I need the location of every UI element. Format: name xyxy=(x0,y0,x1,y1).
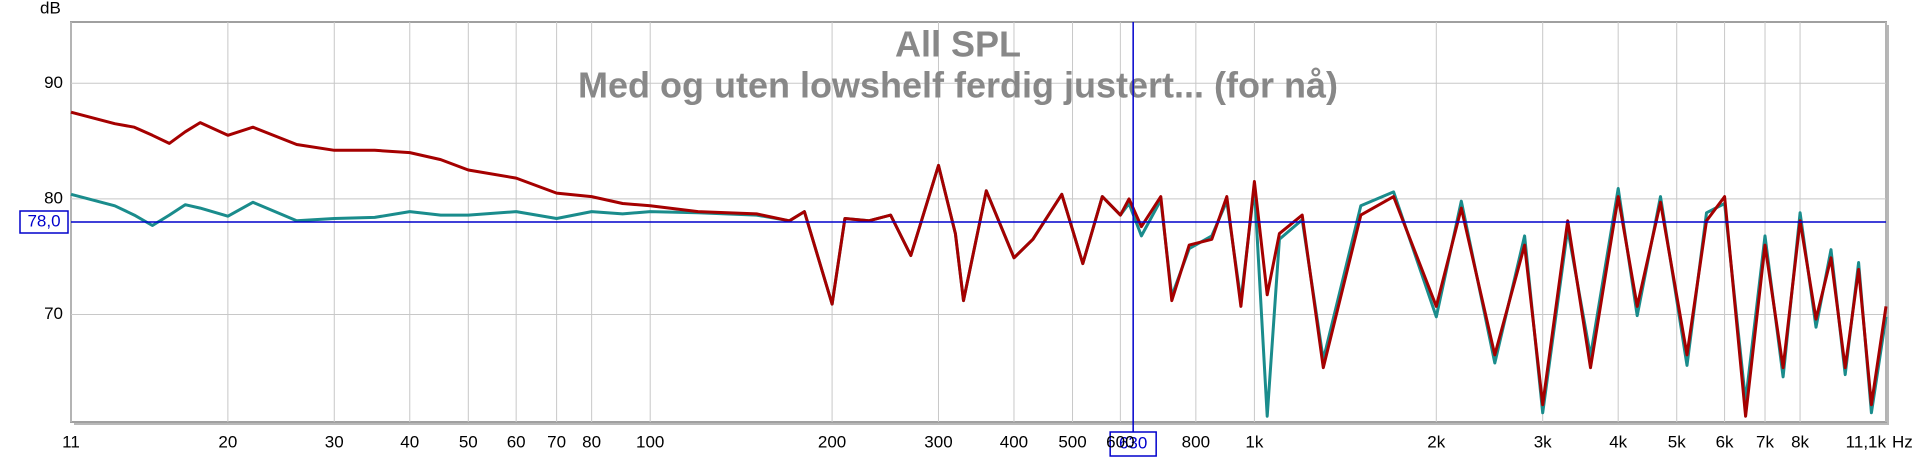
cursor-y-box xyxy=(19,210,69,234)
x-tick-label: 11 xyxy=(62,432,80,451)
lines xyxy=(70,110,1888,418)
chart-title: All SPL xyxy=(895,24,1021,65)
cursor: 630 78,0 xyxy=(19,22,1886,457)
x-tick-label: 300 xyxy=(924,432,952,451)
chart-subtitle: Med og uten lowshelf ferdig justert... (… xyxy=(578,65,1338,106)
cursor-x-label: 630 xyxy=(1119,433,1147,452)
x-tick-label: 8k xyxy=(1791,432,1809,451)
x-tick-label: 2k xyxy=(1427,432,1445,451)
x-tick-label: 3k xyxy=(1534,432,1552,451)
x-tick-label: 5k xyxy=(1668,432,1686,451)
x-tick-label: 60 xyxy=(507,432,526,451)
x-tick-label: 4k xyxy=(1609,432,1627,451)
y-axis-label: dB xyxy=(40,0,61,17)
x-tick-label: 7k xyxy=(1756,432,1774,451)
x-tick-label: 400 xyxy=(1000,432,1028,451)
x-tick-label: 40 xyxy=(400,432,419,451)
series-line xyxy=(70,110,1888,418)
x-tick-label: 11,1k xyxy=(1846,432,1887,451)
x-tick-label: 200 xyxy=(818,432,846,451)
cursor-x-box xyxy=(1109,431,1157,457)
x-tick-label: 1k xyxy=(1245,432,1263,451)
y-tick-label: 90 xyxy=(44,73,63,92)
x-tick-label: 80 xyxy=(582,432,601,451)
x-tick-label: 500 xyxy=(1058,432,1086,451)
x-tick-label: 800 xyxy=(1182,432,1210,451)
x-tick-label: 70 xyxy=(547,432,566,451)
x-axis-label: Hz xyxy=(1892,432,1913,451)
x-tick-label: 30 xyxy=(325,432,344,451)
x-tick-label: 600 xyxy=(1106,432,1134,451)
x-tick-label: 50 xyxy=(459,432,478,451)
y-tick-label: 70 xyxy=(44,304,63,323)
cursor-y-label: 78,0 xyxy=(27,211,60,230)
x-tick-label: 20 xyxy=(218,432,237,451)
y-tick-label: 80 xyxy=(44,188,63,207)
x-tick-label: 100 xyxy=(636,432,664,451)
x-tick-label: 6k xyxy=(1716,432,1734,451)
